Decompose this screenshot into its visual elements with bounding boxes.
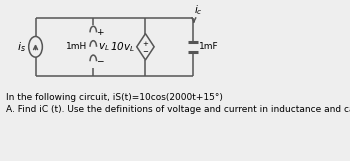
Text: +: + xyxy=(142,41,148,47)
Text: In the following circuit, iS(t)=10cos(2000t+15°): In the following circuit, iS(t)=10cos(20… xyxy=(6,93,223,102)
Text: 1mH: 1mH xyxy=(66,42,87,51)
Text: 1mF: 1mF xyxy=(199,42,218,51)
Text: $v_L$: $v_L$ xyxy=(98,41,110,53)
Text: −: − xyxy=(142,48,148,55)
Text: −: − xyxy=(96,57,104,66)
Text: A. Find iC (t). Use the definitions of voltage and current in inductance and cap: A. Find iC (t). Use the definitions of v… xyxy=(6,105,350,114)
Text: $i_c$: $i_c$ xyxy=(195,3,203,17)
Text: 10$v_L$: 10$v_L$ xyxy=(110,40,135,54)
Text: +: + xyxy=(96,28,104,37)
Text: $i_s$: $i_s$ xyxy=(17,40,26,54)
